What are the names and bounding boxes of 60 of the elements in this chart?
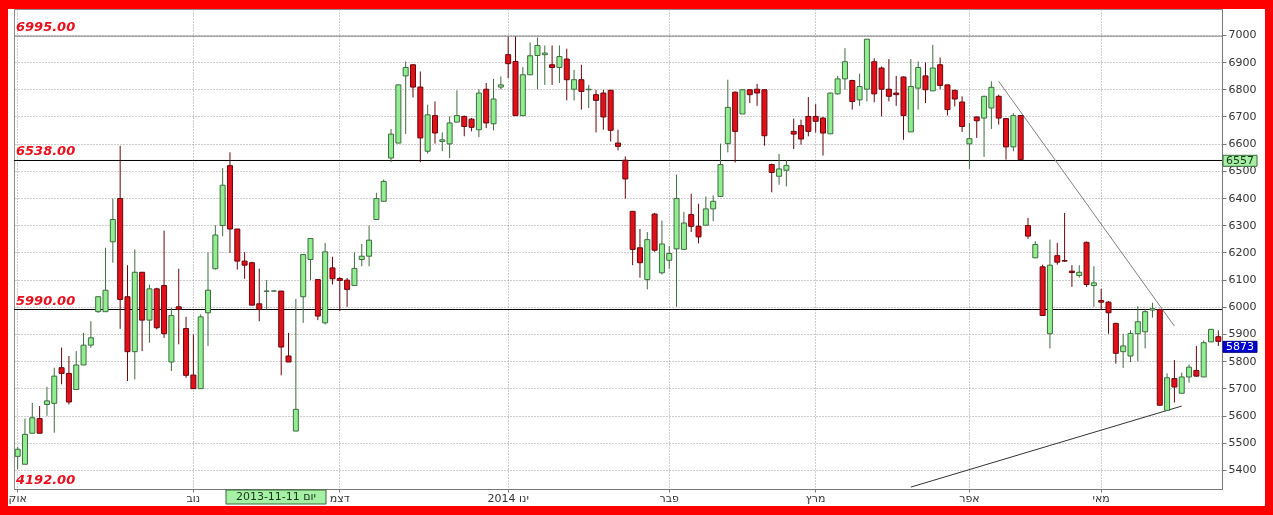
x-tick-label: דצמ [329,491,350,505]
y-tick-label: 5400 [1228,463,1257,477]
x-tick-label: ינו 2014 [487,491,529,505]
y-tick-label: 5700 [1228,381,1257,395]
candlestick [402,60,409,135]
y-tick-label: 6700 [1228,109,1257,123]
candlestick [768,163,775,193]
candlestick [431,100,438,145]
x-tick-label: אפר [959,491,980,505]
candlestick [549,44,556,86]
y-tick-label: 6300 [1228,218,1257,232]
y-tick-label: 5900 [1228,327,1257,341]
y-tick-label: 6100 [1228,273,1257,287]
y-tick-label: 5500 [1228,436,1257,450]
x-tick-label: מאי [1092,491,1110,505]
y-tick-label: 6200 [1228,245,1257,259]
candlestick [571,69,578,101]
x-tick-label: נוב [186,491,201,505]
y-tick-label: 5600 [1228,409,1257,423]
candlestick [205,251,212,347]
y-tick-label: 6000 [1228,300,1257,314]
candlestick [966,122,973,170]
candlestick [922,62,929,104]
candlestick [973,115,980,139]
y-tick-label: 6400 [1228,191,1257,205]
ref-line-label: 5990.00 [16,292,76,308]
candlestick [497,75,504,90]
candlestick [1068,264,1075,288]
text: 6557 [1226,154,1254,168]
candlestick [1171,359,1178,404]
candlestick [285,332,292,363]
candlestick [1024,217,1031,240]
text: יום 2013-11-11 [235,490,317,503]
candlestick [292,298,299,432]
annotation: 4192.00 [15,472,76,487]
ref-line-label: 6995.00 [16,19,76,35]
x-tick-label: מרץ [805,491,826,505]
candlestick [351,251,358,287]
y-tick-label: 6600 [1228,137,1257,151]
y-tick-label: 7000 [1228,28,1257,42]
y-tick-label: 6800 [1228,82,1257,96]
x-tick-label: אוק [8,491,27,505]
candlestick [929,44,936,92]
y-tick-label: 5800 [1228,354,1257,368]
text: 5873 [1226,340,1254,354]
candlestick [29,402,36,434]
x-tick-label: פבר [659,491,680,505]
candlestick [109,198,116,264]
candlestick [563,48,570,101]
ref-line-label: 6538.00 [16,143,76,159]
candlestick [1090,265,1097,308]
candlestick [622,155,629,200]
candlestick [556,44,563,84]
y-tick-label: 6900 [1228,55,1257,69]
candlestick [849,79,856,111]
candlestick [175,268,182,345]
candlestick [36,405,43,434]
candlestick [1193,345,1200,378]
candlestick [578,64,585,111]
candlestick [615,129,621,151]
